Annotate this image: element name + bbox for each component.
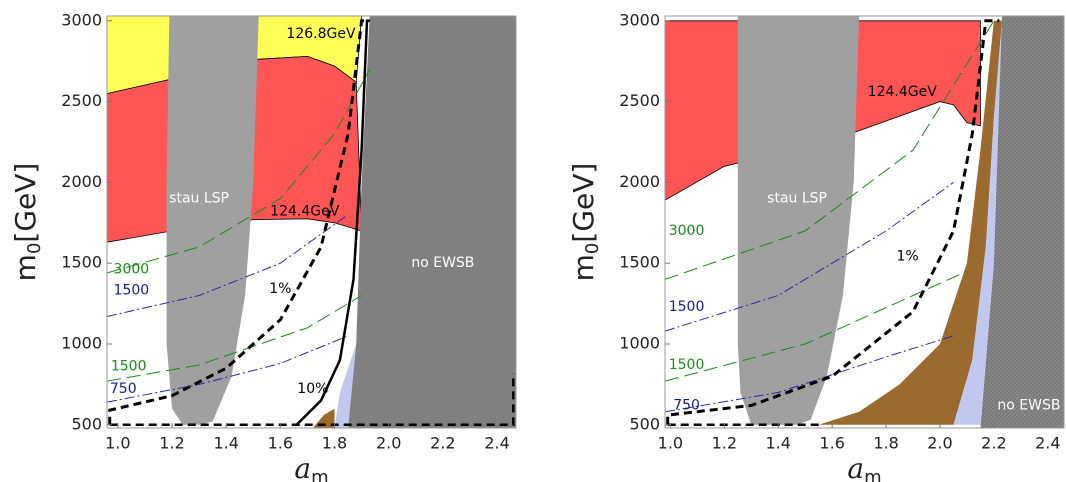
annotation: 1500 bbox=[669, 299, 705, 315]
y-label-unit: [GeV] bbox=[567, 163, 600, 243]
y-tick-label: 500 bbox=[629, 414, 660, 433]
annotation: stau LSP bbox=[767, 191, 827, 207]
contour-line bbox=[107, 69, 371, 274]
y-axis-label: m0[GeV] bbox=[567, 163, 603, 282]
x-label-sub: m bbox=[864, 467, 882, 482]
annotation: 750 bbox=[110, 381, 137, 397]
y-tick-label: 2500 bbox=[619, 91, 660, 110]
y-label-unit: [GeV] bbox=[9, 163, 42, 243]
contour-line bbox=[107, 295, 362, 382]
x-tick-label: 2.0 bbox=[927, 434, 952, 453]
brown-region bbox=[818, 20, 1002, 425]
y-tick-label: 500 bbox=[71, 414, 102, 433]
y-tick-label: 3000 bbox=[61, 10, 102, 29]
x-label-sub: m bbox=[311, 467, 329, 482]
contour-line bbox=[107, 214, 349, 317]
plot-area bbox=[107, 16, 516, 428]
no-ewsb-region bbox=[980, 16, 1064, 428]
y-tick-label: 3000 bbox=[619, 10, 660, 29]
annotation: 1% bbox=[269, 281, 291, 297]
annotation: 124.4GeV bbox=[868, 84, 938, 100]
y-axis-label: m0[GeV] bbox=[9, 163, 45, 282]
y-label-sub: 0 bbox=[24, 243, 45, 254]
annotation: 124.4GeV bbox=[270, 203, 340, 219]
y-tick-label: 1500 bbox=[619, 253, 660, 272]
contour-line bbox=[666, 19, 1000, 425]
plot-area bbox=[665, 16, 1064, 428]
x-tick-label: 1.2 bbox=[712, 434, 737, 453]
no-ewsb-region bbox=[348, 16, 516, 428]
x-tick-label: 2.2 bbox=[430, 434, 455, 453]
stau-region bbox=[737, 16, 860, 425]
y-tick-label: 2500 bbox=[61, 91, 102, 110]
annotation: 1% bbox=[897, 249, 919, 265]
y-tick-label: 2000 bbox=[61, 172, 102, 191]
x-tick-label: 1.6 bbox=[819, 434, 844, 453]
x-axis-label: am bbox=[847, 452, 881, 482]
y-tick-label: 1500 bbox=[61, 253, 102, 272]
panel: 1.0 1.2 1.4 1.6 1.8 2.0 2.2 2.4 500 1000 1500 2000 2… bbox=[567, 10, 1065, 482]
annotation: 750 bbox=[673, 397, 700, 413]
annotation: 3000 bbox=[114, 262, 150, 278]
y-label-sub: 0 bbox=[582, 243, 603, 254]
annotation: stau LSP bbox=[169, 191, 229, 207]
plot-frame bbox=[664, 15, 1065, 429]
x-tick-label: 2.0 bbox=[376, 434, 401, 453]
x-tick-label: 1.6 bbox=[268, 434, 293, 453]
x-tick-label: 1.4 bbox=[766, 434, 791, 453]
contour-line bbox=[107, 335, 349, 403]
contour-line bbox=[109, 373, 515, 427]
plot-frame bbox=[106, 15, 517, 429]
x-tick-label: 1.2 bbox=[159, 434, 184, 453]
y-tick-label: 2000 bbox=[619, 172, 660, 191]
annotation: 1500 bbox=[111, 359, 147, 375]
x-tick-label: 1.4 bbox=[213, 434, 238, 453]
x-tick-label: 2.4 bbox=[484, 434, 509, 453]
annotation: 1500 bbox=[669, 357, 705, 373]
x-label-main: a bbox=[847, 452, 864, 482]
x-tick-label: 1.0 bbox=[658, 434, 683, 453]
annotation: 126.8GeV bbox=[286, 26, 356, 42]
x-tick-label: 2.2 bbox=[981, 434, 1006, 453]
annotation: 10% bbox=[297, 381, 328, 397]
x-tick-label: 1.8 bbox=[873, 434, 898, 453]
contour-line bbox=[665, 181, 954, 332]
contour-line bbox=[108, 19, 370, 425]
y-tick-label: 1000 bbox=[619, 333, 660, 352]
contour-line bbox=[665, 335, 954, 413]
panel: 1.0 1.2 1.4 1.6 1.8 2.0 2.2 2.4 500 1000 1500 2000 2… bbox=[9, 10, 517, 482]
contour-line bbox=[295, 19, 370, 426]
brown-region bbox=[312, 408, 335, 428]
annotation: no EWSB bbox=[997, 397, 1060, 413]
x-axis-label: am bbox=[294, 452, 328, 482]
x-tick-label: 2.4 bbox=[1035, 434, 1060, 453]
x-tick-label: 1.8 bbox=[322, 434, 347, 453]
annotation: no EWSB bbox=[411, 255, 474, 271]
x-tick-label: 1.0 bbox=[105, 434, 130, 453]
y-label-main: m bbox=[567, 254, 600, 281]
blue-region bbox=[953, 20, 1002, 425]
contour-line bbox=[665, 270, 968, 382]
annotation: 1500 bbox=[114, 283, 150, 299]
x-label-main: a bbox=[294, 452, 311, 482]
blue-region bbox=[334, 344, 357, 428]
annotation: 3000 bbox=[669, 223, 705, 239]
stau-region bbox=[166, 16, 259, 425]
y-label-main: m bbox=[9, 254, 42, 281]
y-tick-label: 1000 bbox=[61, 333, 102, 352]
